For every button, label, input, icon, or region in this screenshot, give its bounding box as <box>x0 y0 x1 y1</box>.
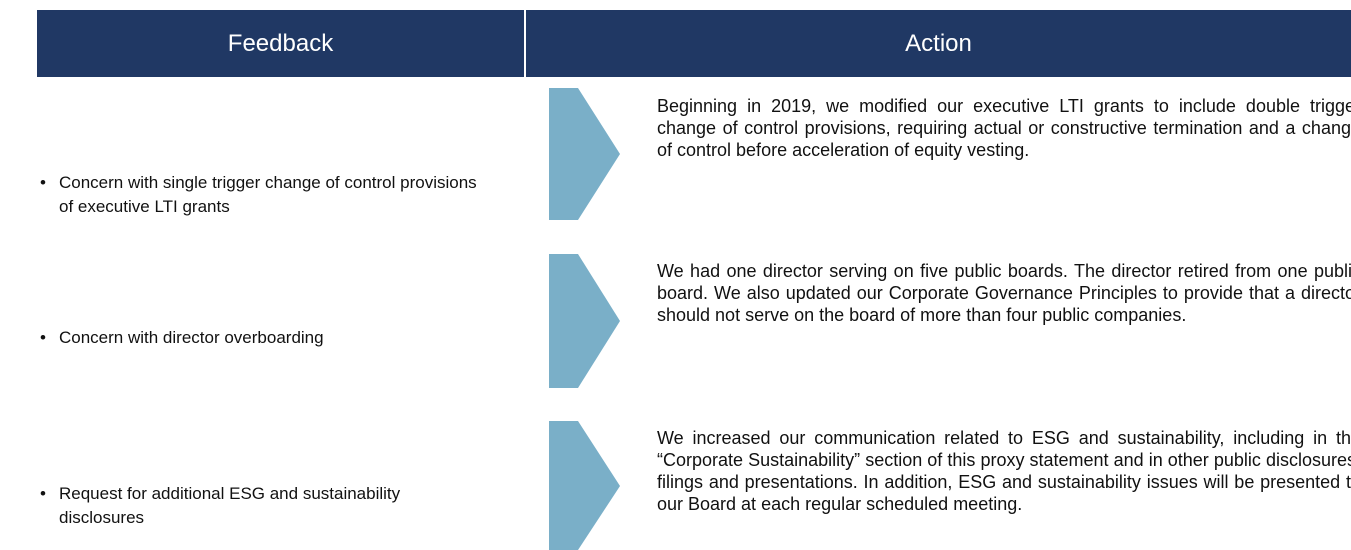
action-text: We had one director serving on five publ… <box>657 261 1351 325</box>
action-text: Beginning in 2019, we modified our execu… <box>657 96 1351 160</box>
feedback-item: Concern with single trigger change of co… <box>37 171 487 219</box>
action-text: We increased our communication related t… <box>657 428 1351 514</box>
header-feedback: Feedback <box>37 10 524 77</box>
chevron <box>549 88 620 220</box>
feedback-item: Request for additional ESG and sustainab… <box>37 482 487 530</box>
header-action: Action <box>526 10 1351 77</box>
feedback-item: Concern with director overboarding <box>37 326 487 350</box>
chevron <box>549 254 620 388</box>
chevron <box>549 421 620 550</box>
